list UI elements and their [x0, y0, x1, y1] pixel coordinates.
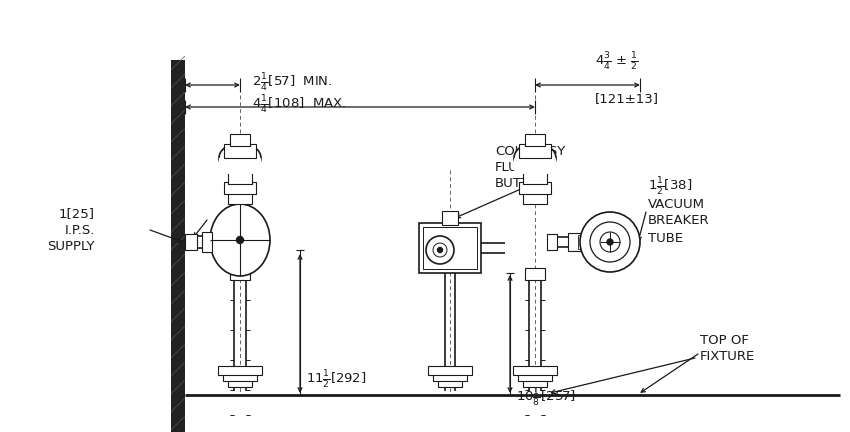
Bar — [519, 182, 551, 194]
Circle shape — [590, 222, 630, 262]
Text: 11$\frac{1}{2}$[292]: 11$\frac{1}{2}$[292] — [306, 369, 366, 391]
Bar — [433, 373, 467, 381]
Circle shape — [438, 248, 443, 252]
Bar — [224, 144, 256, 158]
Text: 2$\frac{1}{4}$[57]  MIN.: 2$\frac{1}{4}$[57] MIN. — [252, 72, 332, 94]
Text: 4$\frac{1}{4}$[108]  MAX.: 4$\frac{1}{4}$[108] MAX. — [252, 94, 346, 116]
Text: 1$\frac{1}{2}$[38]: 1$\frac{1}{2}$[38] — [648, 176, 692, 198]
Bar — [230, 134, 250, 146]
Bar — [514, 158, 556, 174]
Bar — [519, 144, 551, 158]
Text: TUBE: TUBE — [648, 232, 683, 245]
Bar — [423, 227, 477, 269]
Bar — [228, 379, 252, 387]
Circle shape — [607, 239, 613, 245]
Bar — [523, 172, 547, 184]
Bar — [230, 268, 250, 280]
Bar — [224, 182, 256, 194]
Text: COURTESY
FLUSH
BUTTON: COURTESY FLUSH BUTTON — [495, 145, 565, 190]
Circle shape — [426, 236, 454, 264]
Bar — [525, 268, 545, 280]
Bar — [419, 223, 481, 273]
Circle shape — [433, 243, 447, 257]
Bar — [228, 172, 252, 184]
Text: 10$\frac{1}{8}$[257]: 10$\frac{1}{8}$[257] — [516, 387, 576, 409]
Bar — [171, 60, 185, 432]
Text: TOP OF
FIXTURE: TOP OF FIXTURE — [700, 334, 756, 362]
Bar — [525, 134, 545, 146]
Bar — [185, 234, 197, 250]
Bar — [219, 158, 261, 174]
Text: 1[25]
I.P.S.
SUPPLY: 1[25] I.P.S. SUPPLY — [48, 207, 95, 252]
Text: VACUUM: VACUUM — [648, 197, 705, 210]
Bar — [518, 373, 552, 381]
Bar — [223, 373, 257, 381]
Bar — [442, 211, 458, 225]
Text: [121±13]: [121±13] — [595, 92, 659, 105]
Bar — [578, 235, 588, 249]
Bar — [523, 379, 547, 387]
Bar — [513, 366, 557, 375]
Ellipse shape — [514, 143, 556, 173]
Circle shape — [580, 212, 640, 272]
Bar — [568, 233, 582, 251]
Ellipse shape — [219, 143, 261, 173]
Bar — [523, 192, 547, 204]
Bar — [228, 192, 252, 204]
Bar — [202, 232, 212, 252]
Bar — [547, 234, 557, 250]
Bar — [438, 379, 462, 387]
Bar — [428, 366, 472, 375]
Circle shape — [236, 236, 243, 244]
Text: BREAKER: BREAKER — [648, 215, 710, 228]
Circle shape — [600, 232, 620, 252]
Bar — [218, 366, 262, 375]
Ellipse shape — [210, 204, 270, 276]
Text: 4$\frac{3}{4}$ $\pm$ $\frac{1}{2}$: 4$\frac{3}{4}$ $\pm$ $\frac{1}{2}$ — [595, 51, 638, 73]
